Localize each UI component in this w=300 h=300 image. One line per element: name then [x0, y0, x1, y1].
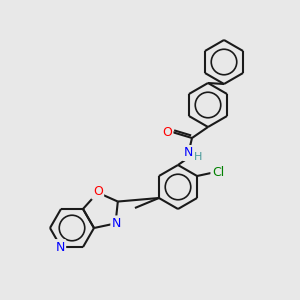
Text: N: N — [183, 146, 193, 160]
Text: O: O — [162, 125, 172, 139]
Text: H: H — [194, 152, 202, 162]
Text: O: O — [93, 185, 103, 198]
Text: N: N — [55, 241, 65, 254]
Text: Cl: Cl — [212, 167, 224, 179]
Text: N: N — [112, 217, 121, 230]
